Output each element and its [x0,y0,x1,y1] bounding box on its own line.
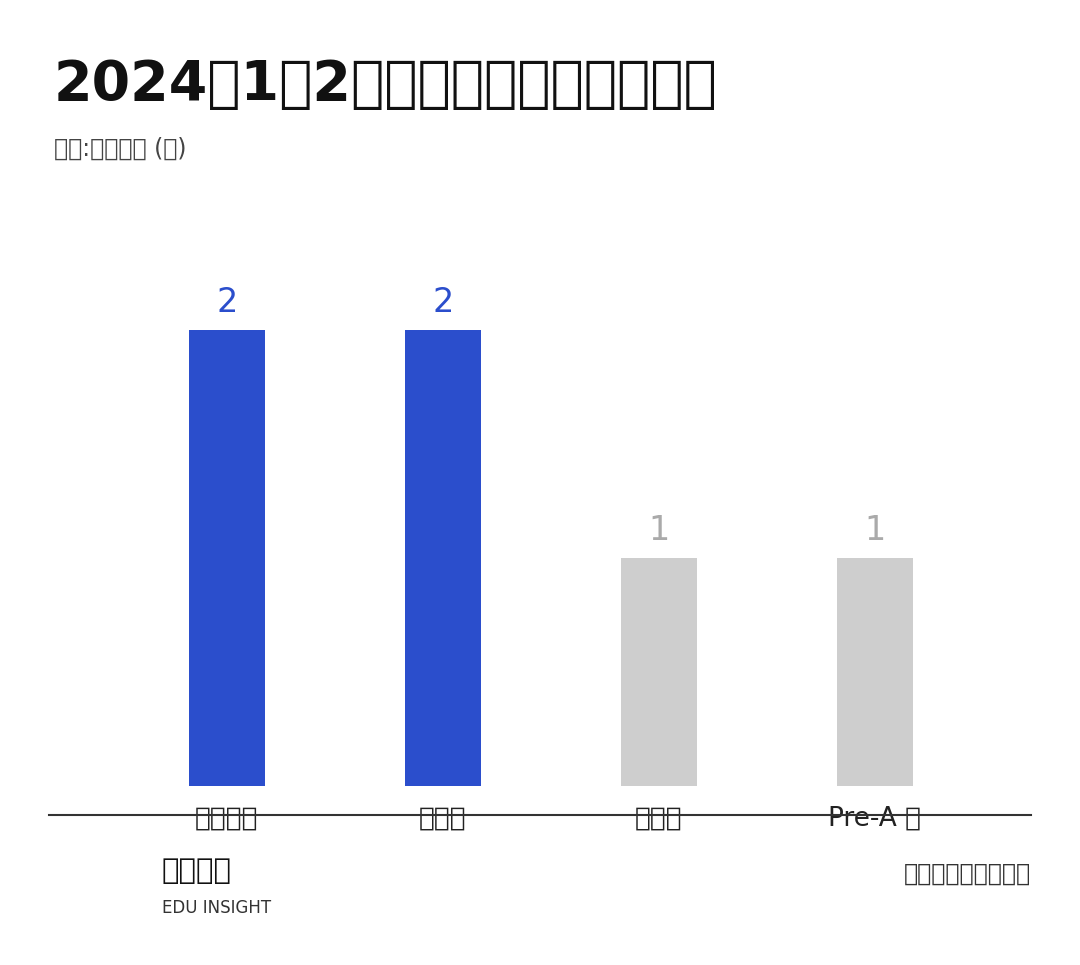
Text: EDU INSIGHT: EDU INSIGHT [162,899,271,918]
Text: 2: 2 [432,286,454,318]
Text: 黑板洞察研究院出品: 黑板洞察研究院出品 [904,862,1031,885]
Text: 1: 1 [648,513,670,547]
Text: 2: 2 [216,286,238,318]
Bar [837,558,913,786]
Bar [189,330,265,786]
Bar [405,330,481,786]
Bar [621,558,697,786]
Text: 2024年1、2月教育行业融资轮次分布: 2024年1、2月教育行业融资轮次分布 [54,58,718,112]
Text: 1: 1 [864,513,886,547]
Text: 黑板洞察: 黑板洞察 [162,857,232,885]
Text: 单位:融资事件 (起): 单位:融资事件 (起) [54,137,187,161]
